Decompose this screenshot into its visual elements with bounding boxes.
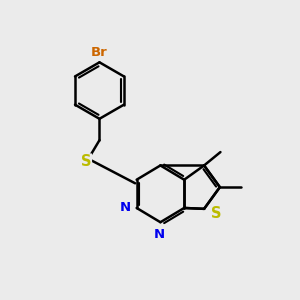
Text: Br: Br bbox=[91, 46, 108, 59]
Text: S: S bbox=[81, 154, 91, 169]
Text: S: S bbox=[211, 206, 221, 221]
Text: N: N bbox=[153, 228, 164, 241]
Text: N: N bbox=[120, 202, 131, 214]
